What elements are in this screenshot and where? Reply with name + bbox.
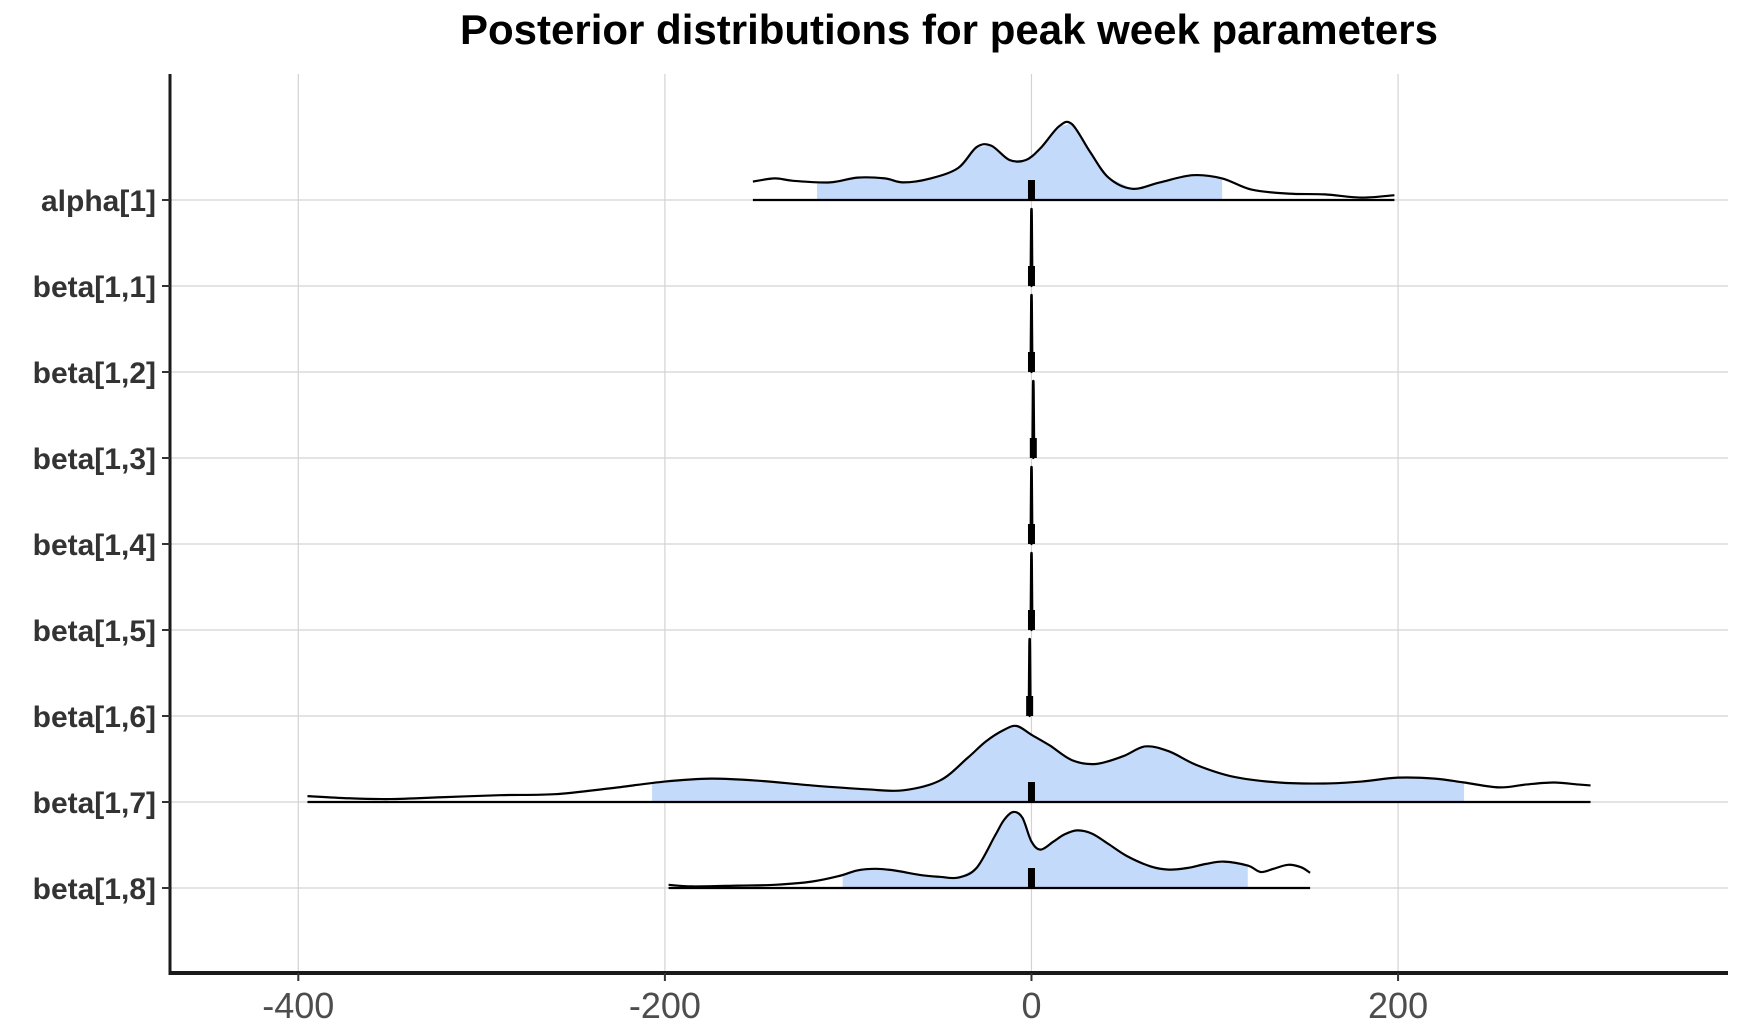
ridge-beta[1,4] [1027, 465, 1035, 546]
y-tick-label: beta[1,2] [33, 357, 156, 390]
ridge-density-line [1029, 207, 1034, 287]
x-tick-label: -200 [629, 985, 701, 1026]
y-gridlines [170, 199, 1728, 889]
ridge-beta[1,6] [1026, 637, 1034, 718]
x-gridlines [297, 74, 1399, 973]
y-tick-label: alpha[1] [41, 185, 156, 218]
ridge-density-line [668, 810, 1311, 888]
ridge-density-line [1029, 465, 1034, 545]
y-tick-label: beta[1,8] [33, 873, 156, 906]
ridge-density-line [1029, 551, 1034, 631]
x-tick-labels: -400 -200 0 200 [262, 973, 1428, 1026]
y-tick-label: beta[1,1] [33, 271, 156, 304]
ridge-beta[1,3] [1029, 379, 1037, 460]
axes [168, 74, 1728, 975]
ridge-density-line [752, 120, 1395, 199]
ridge-beta[1,1] [1027, 207, 1035, 288]
ridge-interval-fill [842, 813, 1248, 888]
x-tick-label: 200 [1368, 985, 1428, 1026]
ridges [307, 120, 1591, 890]
ridge-beta[1,8] [668, 810, 1311, 890]
ridge-density-line [1027, 637, 1032, 717]
ridge-alpha[1] [752, 120, 1395, 202]
chart-title: Posterior distributions for peak week pa… [460, 6, 1438, 53]
y-tick-label: beta[1,6] [33, 701, 156, 734]
y-tick-label: beta[1,7] [33, 787, 156, 820]
y-tick-label: beta[1,5] [33, 615, 156, 648]
ridge-beta[1,2] [1027, 293, 1035, 374]
ridge-beta[1,5] [1027, 551, 1035, 632]
x-tick-label: -400 [262, 985, 334, 1026]
y-tick-label: beta[1,3] [33, 443, 156, 476]
ridge-beta[1,7] [307, 724, 1591, 804]
ridge-density-line [1031, 379, 1036, 459]
y-tick-label: beta[1,4] [33, 529, 156, 562]
x-tick-label: 0 [1021, 985, 1041, 1026]
y-tick-labels: alpha[1] beta[1,1] beta[1,2] beta[1,3] beta[… [33, 185, 170, 906]
ridge-density-line [307, 724, 1591, 801]
ridge-density-line [1029, 293, 1034, 373]
ridge-interval-fill [652, 726, 1465, 802]
